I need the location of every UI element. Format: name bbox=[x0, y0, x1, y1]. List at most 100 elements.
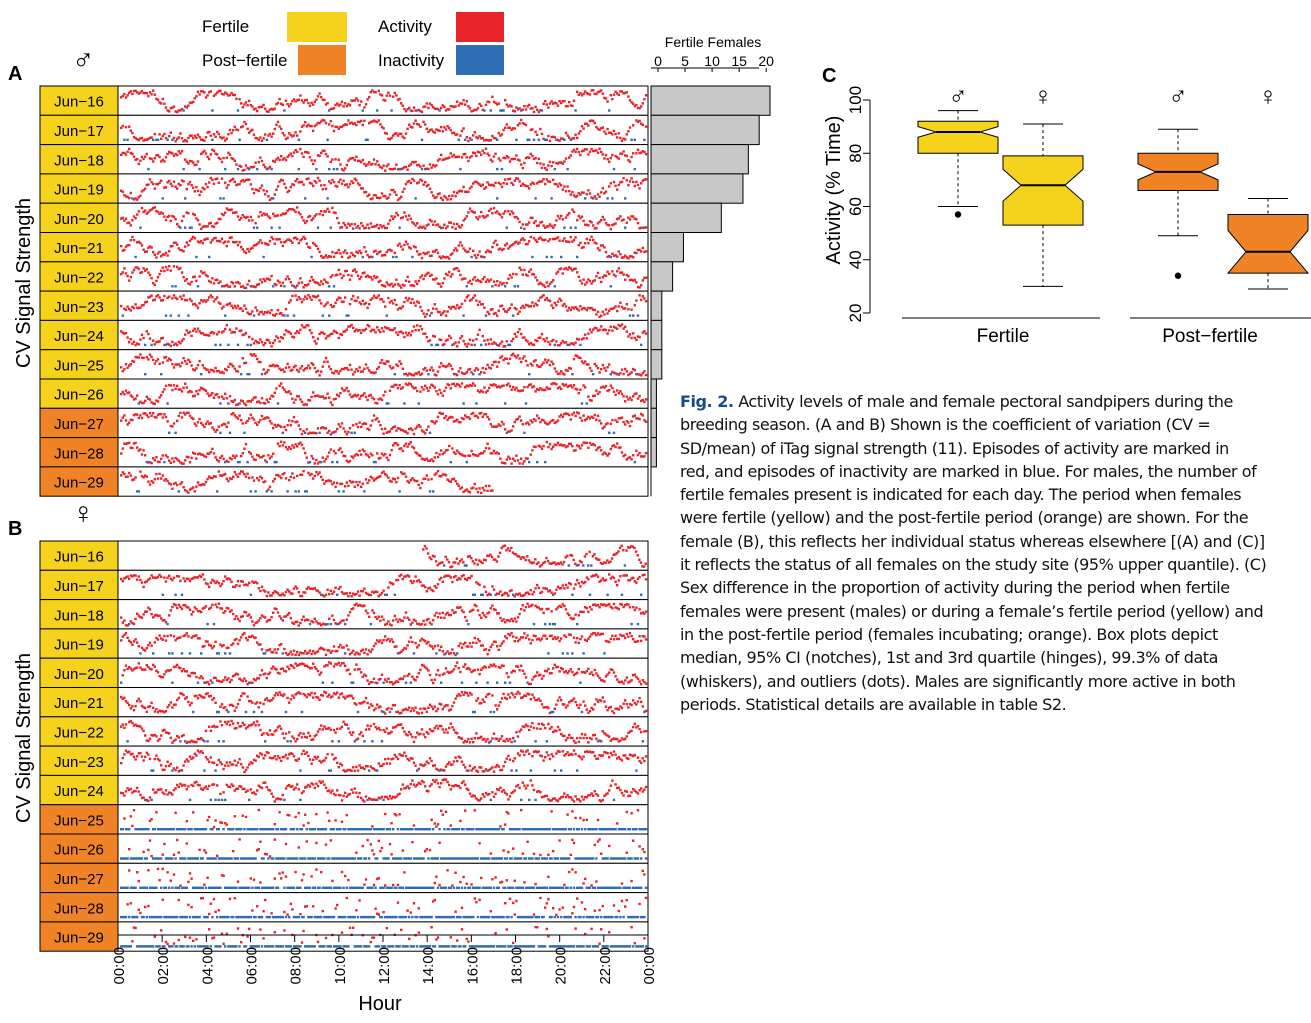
legend-post-fertile-label: Post−fertile bbox=[202, 51, 288, 70]
caption-line-8: it reflects the status of all females on… bbox=[680, 555, 1267, 575]
fertile-females-bar bbox=[650, 85, 771, 116]
panel-a-day-label: Jun−18 bbox=[54, 152, 104, 169]
panel-a-day-cell bbox=[39, 319, 119, 351]
hour-tick-label: 06:00 bbox=[244, 947, 261, 985]
panel-b-day-cell bbox=[39, 774, 119, 806]
panel-b-y-axis-label: CV Signal Strength bbox=[13, 653, 35, 823]
panel-a-day-label: Jun−19 bbox=[54, 182, 104, 199]
hour-tick-label: 08:00 bbox=[288, 947, 305, 985]
fertile-females-tick: 15 bbox=[731, 53, 747, 69]
panel-b-day-label: Jun−27 bbox=[54, 871, 104, 888]
panel-a-activity-track bbox=[117, 114, 649, 146]
panel-b-day-cell bbox=[39, 862, 119, 894]
hour-tick-label: 20:00 bbox=[553, 947, 570, 985]
fertile-females-chart: Fertile Females 0 5 10 15 20 bbox=[650, 34, 774, 497]
fertile-females-tick: 0 bbox=[654, 53, 662, 69]
fertile-females-bar bbox=[650, 290, 663, 321]
panel-a-activity-track bbox=[117, 378, 649, 409]
panel-a-day-cell bbox=[39, 466, 119, 497]
caption-line-14: periods. Statistical details are availab… bbox=[680, 694, 1067, 714]
panel-b-activity-track bbox=[117, 599, 649, 630]
hour-tick-label: 10:00 bbox=[332, 947, 349, 985]
caption-line-2: breeding season. (A and B) Shown is the … bbox=[680, 415, 1211, 435]
panel-a-day-label: Jun−21 bbox=[54, 240, 104, 257]
panel-c-sex-symbol: ♂ bbox=[948, 81, 968, 111]
panel-b-day-label: Jun−23 bbox=[54, 754, 104, 771]
panel-b-day-label: Jun−20 bbox=[54, 666, 104, 683]
panel-c-outlier bbox=[1174, 272, 1182, 279]
panel-a-activity-track bbox=[117, 232, 649, 263]
panel-a-sex-symbol: ♂ bbox=[72, 44, 95, 77]
caption-line-10: females were present (males) or during a… bbox=[680, 601, 1264, 621]
fertile-females-bar bbox=[650, 407, 657, 439]
panel-a-y-axis-label: CV Signal Strength bbox=[13, 198, 35, 368]
panel-c-y-tick: 100 bbox=[846, 86, 865, 114]
legend-post-fertile-swatch bbox=[298, 45, 346, 75]
caption-line-5: fertile females present is indicated for… bbox=[680, 485, 1242, 505]
hour-tick-label: 22:00 bbox=[597, 947, 614, 985]
fertile-females-bar bbox=[650, 378, 657, 409]
panel-b-day-label: Jun−29 bbox=[54, 930, 104, 947]
panel-b-activity-track bbox=[117, 569, 649, 601]
panel-c-box bbox=[1226, 198, 1310, 290]
panel-c-boxplot: C Activity (% Time) 20 40 60 80 100 Fertile Po… bbox=[822, 65, 1311, 347]
panel-b-day-cell bbox=[39, 687, 119, 718]
panel-c-y-tick: 80 bbox=[846, 144, 865, 163]
hour-tick-label: 18:00 bbox=[509, 947, 526, 985]
panel-b-actogram: Jun−16 Jun−17 Jun−18 Jun−19 Jun−20 Jun−21 Jun−… bbox=[39, 540, 649, 952]
panel-c-box bbox=[917, 110, 999, 218]
hour-tick-label: 00:00 bbox=[641, 947, 658, 985]
panel-a-day-label: Jun−29 bbox=[54, 475, 104, 492]
caption-line-6: were fertile (yellow) and the post-ferti… bbox=[680, 508, 1249, 528]
panel-b-day-label: Jun−24 bbox=[54, 783, 104, 800]
legend: Fertile Post−fertile Activity Inactivity bbox=[202, 12, 504, 75]
panel-a-day-label: Jun−27 bbox=[54, 416, 104, 433]
fertile-females-bar bbox=[650, 114, 760, 146]
panel-c-sex-symbol: ♀ bbox=[1258, 81, 1278, 111]
fertile-females-bar bbox=[650, 319, 663, 351]
caption-line-7: female (B), this reflects her individual… bbox=[680, 531, 1265, 551]
hour-tick-label: 00:00 bbox=[111, 947, 128, 985]
panel-b-day-cell bbox=[39, 716, 119, 747]
panel-c-y-axis-label: Activity (% Time) bbox=[823, 116, 845, 265]
panel-a-activity-track bbox=[117, 437, 649, 468]
panel-b-day-label: Jun−21 bbox=[54, 695, 104, 712]
panel-a-day-cell bbox=[39, 114, 119, 146]
caption-line-3: SD/mean) of iTag signal strength (11). E… bbox=[680, 438, 1229, 458]
panel-c-sex-symbol: ♀ bbox=[1033, 81, 1053, 111]
panel-a-day-cell bbox=[39, 349, 119, 380]
hour-axis-label: Hour bbox=[358, 993, 402, 1015]
fertile-females-tick: 10 bbox=[704, 53, 720, 69]
caption-line-9: Sex difference in the proportion of acti… bbox=[680, 578, 1230, 598]
panel-a-day-label: Jun−20 bbox=[54, 211, 104, 228]
fertile-females-bar bbox=[650, 349, 663, 380]
panel-a-day-label: Jun−24 bbox=[54, 328, 104, 345]
panel-b-day-label: Jun−18 bbox=[54, 607, 104, 624]
panel-c-y-tick: 40 bbox=[846, 250, 865, 269]
panel-a-day-cell bbox=[39, 173, 119, 204]
fertile-females-bar bbox=[650, 437, 657, 468]
panel-a-day-label: Jun−16 bbox=[54, 94, 104, 111]
panel-c-box bbox=[1137, 128, 1219, 279]
caption-line-13: (whiskers), and outliers (dots). Males a… bbox=[680, 671, 1236, 691]
panel-c-label: C bbox=[822, 65, 836, 87]
fertile-females-bar bbox=[650, 232, 684, 263]
panel-a-day-cell bbox=[39, 290, 119, 321]
fertile-females-title: Fertile Females bbox=[665, 34, 761, 50]
legend-inactivity-label: Inactivity bbox=[378, 51, 445, 70]
fertile-females-bar bbox=[650, 173, 744, 204]
panel-b-day-label: Jun−22 bbox=[54, 724, 104, 741]
panel-a-day-label: Jun−22 bbox=[54, 269, 104, 286]
panel-b-day-cell bbox=[39, 657, 119, 689]
panel-b-day-cell bbox=[39, 540, 119, 571]
panel-b-activity-track bbox=[117, 745, 649, 776]
caption-fig-label: Fig. 2. bbox=[680, 392, 734, 411]
fertile-females-tick: 20 bbox=[758, 53, 774, 69]
panel-b-day-label: Jun−28 bbox=[54, 900, 104, 917]
panel-c-box bbox=[1002, 123, 1084, 287]
panel-a-day-label: Jun−26 bbox=[54, 387, 104, 404]
panel-c-group-label: Post−fertile bbox=[1162, 326, 1258, 347]
legend-fertile-swatch bbox=[287, 12, 347, 42]
caption-line-11: in the post-fertile period (females incu… bbox=[680, 624, 1218, 644]
panel-b-day-label: Jun−26 bbox=[54, 842, 104, 859]
